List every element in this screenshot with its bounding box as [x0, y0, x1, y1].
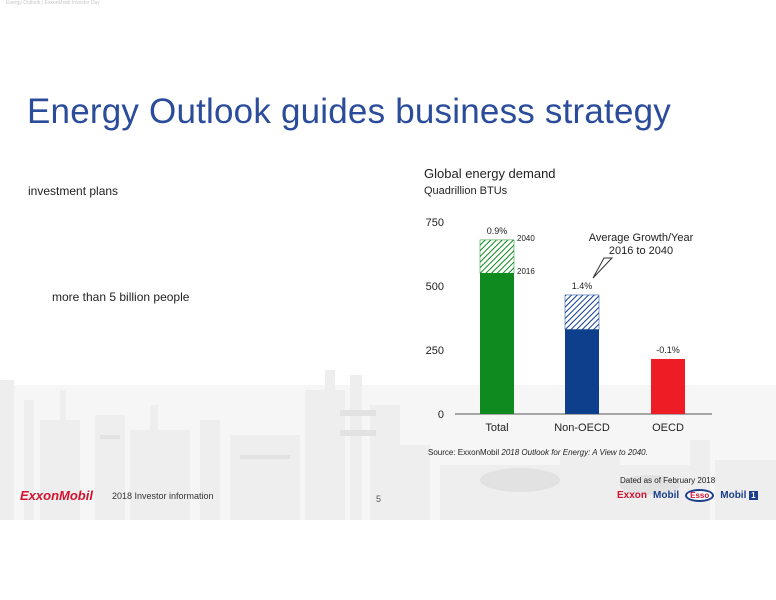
y-tick-label: 500: [426, 281, 444, 293]
footer-info: 2018 Investor information: [112, 491, 214, 501]
annotation-callout-pointer: [592, 257, 614, 279]
bar-total-2016: [480, 273, 514, 414]
y-tick-label: 750: [426, 217, 444, 229]
annotation-line-1: Average Growth/Year: [589, 232, 694, 244]
slide: Energy Outlook | ExxonMobil Investor Day: [0, 0, 776, 520]
label-2016: 2016: [517, 267, 535, 276]
exxonmobil-logo: ExxonMobil: [20, 488, 93, 503]
page-number: 5: [376, 494, 382, 504]
chart-source: Source: ExxonMobil 2018 Outlook for Ener…: [428, 448, 648, 457]
growth-label-oecd: -0.1%: [656, 345, 680, 355]
mobil1-logo: Mobil 1: [720, 490, 758, 501]
y-tick-label: 0: [438, 409, 444, 421]
refinery-skyline-background: [0, 370, 776, 520]
growth-label-non-oecd: 1.4%: [572, 281, 593, 291]
chart-subtitle: Quadrillion BTUs: [424, 185, 508, 197]
page-title: Energy Outlook guides business strategy: [27, 92, 671, 131]
growth-label-total: 0.9%: [487, 226, 508, 236]
exxon-logo: Exxon: [617, 490, 648, 501]
category-label-total: Total: [485, 422, 508, 434]
bar-oecd-2016: [651, 358, 685, 414]
body-text-line-1: investment plans: [28, 184, 119, 198]
dated-note: Dated as of February 2018: [620, 476, 716, 485]
bar-non-oecd-2016: [565, 329, 599, 414]
energy-demand-chart: 0 250 500 750 Total Non-OECD OECD 0.9% 1.4% -0.…: [426, 217, 712, 434]
label-2040: 2040: [517, 234, 535, 243]
header-faint-text: Energy Outlook | ExxonMobil Investor Day: [6, 0, 100, 6]
esso-logo: Esso: [685, 489, 715, 502]
mobil-logo: Mobil: [653, 490, 680, 501]
chart-title: Global energy demand: [424, 166, 556, 181]
annotation-line-2: 2016 to 2040: [609, 245, 673, 257]
brand-logos: Exxon Mobil Esso Mobil 1: [617, 489, 758, 502]
body-text-line-2: more than 5 billion people: [52, 290, 190, 304]
category-label-oecd: OECD: [652, 422, 684, 434]
bar-non-oecd-2040-increment: [564, 294, 600, 330]
bar-total-2040-increment: [479, 239, 515, 274]
category-label-non-oecd: Non-OECD: [554, 422, 610, 434]
y-tick-label: 250: [426, 345, 444, 357]
